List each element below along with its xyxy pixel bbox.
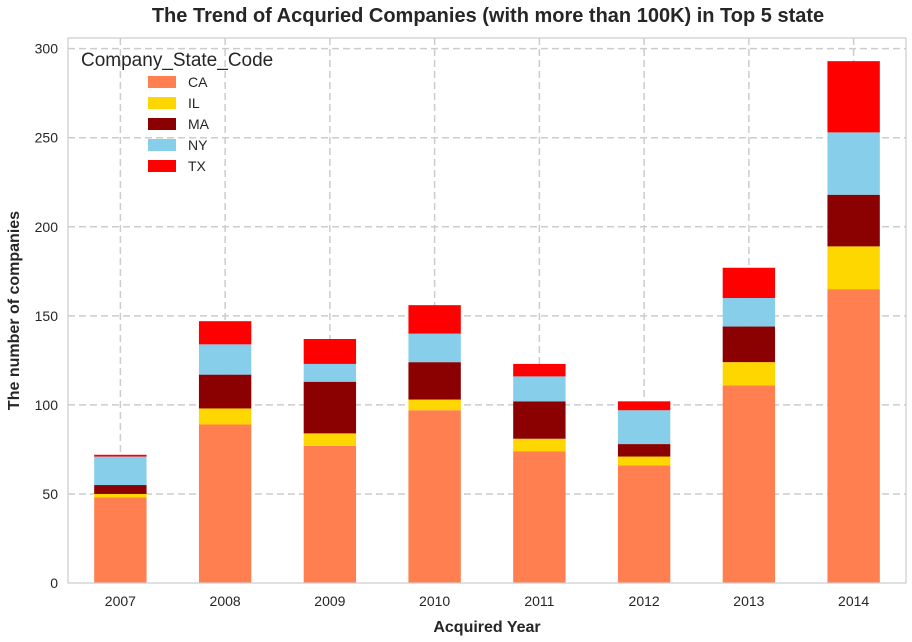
bar-IL-2014 — [827, 246, 880, 290]
x-tick-label: 2007 — [105, 593, 136, 609]
bar-MA-2007 — [94, 485, 147, 494]
bar-TX-2009 — [303, 338, 357, 364]
bar-NY-2013 — [722, 298, 776, 327]
bar-NY-2008 — [198, 344, 252, 375]
bar-CA-2012 — [617, 465, 671, 583]
x-tick-label: 2012 — [629, 593, 660, 609]
x-tick-label: 2014 — [838, 593, 869, 609]
legend-label-CA: CA — [188, 74, 208, 90]
legend-title: Company_State_Code — [81, 50, 273, 71]
bar-TX-2007 — [94, 454, 147, 457]
bar-CA-2008 — [198, 424, 252, 583]
legend-swatch-NY — [148, 139, 176, 151]
bar-CA-2013 — [722, 385, 776, 583]
bar-TX-2012 — [617, 401, 671, 411]
bar-MA-2008 — [198, 374, 252, 409]
chart-title: The Trend of Acquried Companies (with mo… — [152, 5, 824, 27]
bar-MA-2010 — [408, 362, 461, 400]
legend-swatch-CA — [148, 76, 176, 88]
x-axis-ticks: 2007 2008 2009 2010 2011 2012 2013 2014 — [105, 593, 870, 609]
bar-CA-2009 — [303, 445, 357, 583]
y-tick-label: 250 — [35, 130, 59, 146]
bar-IL-2012 — [617, 456, 671, 466]
legend-swatch-MA — [148, 118, 176, 130]
y-axis-label: The number of companies — [6, 211, 23, 410]
bar-CA-2007 — [94, 497, 147, 583]
bar-TX-2014 — [827, 61, 880, 133]
x-tick-label: 2009 — [314, 593, 345, 609]
bar-MA-2009 — [303, 381, 357, 434]
bar-MA-2013 — [722, 326, 776, 363]
x-tick-label: 2011 — [524, 593, 554, 609]
y-tick-label: 50 — [42, 486, 58, 502]
bar-NY-2009 — [303, 363, 357, 382]
x-tick-label: 2013 — [733, 593, 764, 609]
y-tick-label: 100 — [35, 397, 59, 413]
bar-IL-2013 — [722, 362, 776, 386]
legend-swatch-TX — [148, 160, 176, 172]
bar-CA-2010 — [408, 410, 461, 583]
bar-NY-2007 — [94, 456, 147, 486]
y-tick-label: 150 — [35, 308, 59, 324]
bar-MA-2011 — [513, 401, 566, 439]
legend-label-MA: MA — [188, 116, 210, 132]
bar-NY-2011 — [513, 376, 566, 402]
bar-TX-2008 — [198, 321, 252, 345]
legend-label-TX: TX — [188, 158, 207, 174]
bar-NY-2014 — [827, 132, 880, 195]
x-tick-label: 2010 — [419, 593, 450, 609]
y-axis-ticks: 0 50 100 150 200 250 300 — [35, 41, 59, 591]
bar-IL-2010 — [408, 399, 461, 411]
legend-swatch-IL — [148, 97, 176, 109]
x-tick-label: 2008 — [210, 593, 241, 609]
x-axis-label: Acquired Year — [433, 619, 540, 636]
bar-TX-2013 — [722, 267, 776, 299]
legend: Company_State_Code CA IL MA NY TX — [81, 50, 273, 174]
y-tick-label: 300 — [35, 41, 59, 57]
y-tick-label: 0 — [50, 575, 58, 591]
bar-MA-2014 — [827, 194, 880, 247]
bar-IL-2009 — [303, 433, 357, 446]
bar-IL-2011 — [513, 438, 566, 452]
bars — [94, 61, 880, 583]
legend-label-IL: IL — [188, 95, 200, 111]
bar-TX-2011 — [513, 363, 566, 377]
bar-TX-2010 — [408, 305, 461, 334]
legend-label-NY: NY — [188, 137, 208, 153]
bar-MA-2012 — [617, 444, 671, 457]
plot-frame — [67, 37, 907, 584]
bar-NY-2012 — [617, 410, 671, 445]
bar-IL-2008 — [198, 408, 252, 425]
bar-CA-2014 — [827, 289, 880, 583]
bar-CA-2011 — [513, 451, 566, 583]
bar-NY-2010 — [408, 333, 461, 363]
bar-IL-2007 — [94, 493, 147, 498]
y-tick-label: 200 — [35, 219, 59, 235]
